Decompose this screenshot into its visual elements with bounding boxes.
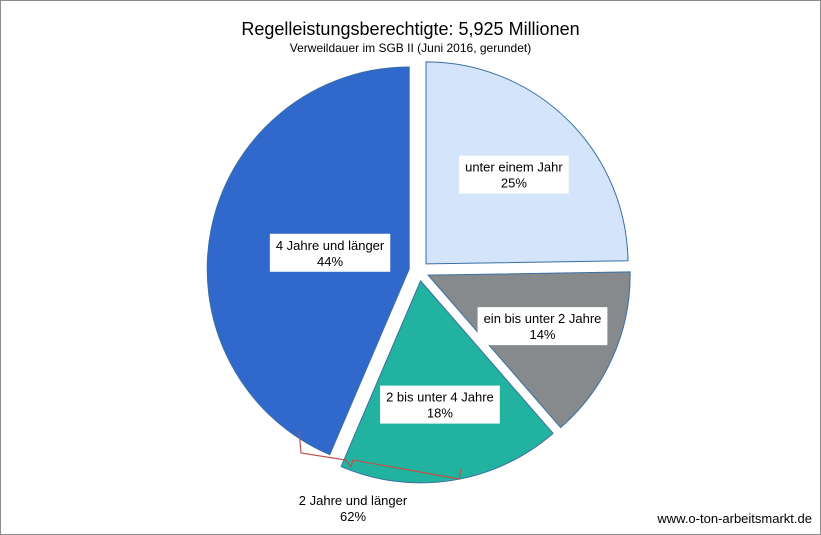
group-bracket — [298, 430, 462, 480]
slice-label-unter-einem-jahr-text: unter einem Jahr — [465, 160, 563, 175]
bracket-layer — [298, 430, 462, 480]
slice-label-4-jahre-und-l-nger-value: 44% — [317, 254, 343, 269]
slice-label-4-jahre-und-l-nger-box — [269, 233, 391, 272]
group-label-2-jahre-und-laenger-value: 62% — [340, 509, 366, 524]
slice-label-4-jahre-und-l-nger-text: 4 Jahre und länger — [276, 238, 385, 253]
slice-label-2-bis-unter-4-jahre-box — [380, 385, 500, 424]
slice-label-ein-bis-unter-2-jahre-text: ein bis unter 2 Jahre — [484, 311, 602, 326]
group-label-2-jahre-und-laenger-text: 2 Jahre und länger — [299, 493, 408, 508]
source-url: www.o-ton-arbeitsmarkt.de — [657, 511, 812, 526]
slice-label-ein-bis-unter-2-jahre-value: 14% — [529, 327, 555, 342]
slice-label-unter-einem-jahr-value: 25% — [501, 176, 527, 191]
chart-subtitle: Verweildauer im SGB II (Juni 2016, gerun… — [289, 41, 532, 55]
chart-title: Regelleistungsberechtigte: 5,925 Million… — [241, 19, 580, 39]
slice-label-ein-bis-unter-2-jahre-box — [477, 307, 608, 346]
slice-label-2-bis-unter-4-jahre-text: 2 bis unter 4 Jahre — [386, 390, 494, 405]
pie-slice-2-bis-unter-4-jahre — [340, 279, 554, 484]
slice-label-2-bis-unter-4-jahre-value: 18% — [427, 406, 453, 421]
slice-label-unter-einem-jahr-box — [459, 155, 569, 194]
